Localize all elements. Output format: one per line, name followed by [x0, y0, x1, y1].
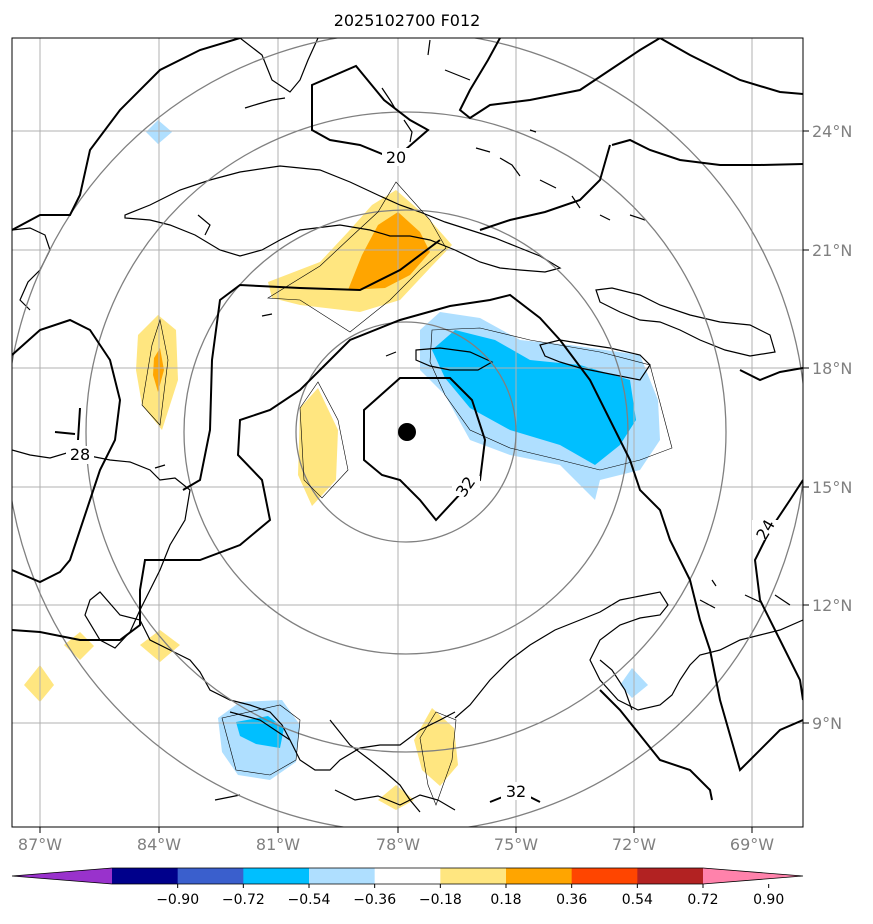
- coastline-keys: [244, 97, 286, 109]
- contour-28: [12, 318, 122, 584]
- shaded-field: [24, 120, 660, 810]
- strong-positive-anomaly-cuba: [348, 212, 430, 290]
- thin-contour-hispaniola: [429, 327, 673, 471]
- coastline-south-america: [454, 591, 803, 719]
- contour-24: [599, 367, 803, 801]
- positive-anomaly-spot-3: [24, 665, 54, 702]
- contour-label-32-south: 32: [506, 782, 526, 801]
- storm-center-marker: [398, 423, 416, 441]
- contour-20: [12, 38, 661, 231]
- thin-contours: [141, 181, 673, 806]
- colorbar-segment: [177, 868, 244, 884]
- contour-label-28: 28: [70, 445, 90, 464]
- coastline-colombia-west: [329, 719, 421, 813]
- lat-tick-label: 15°N: [812, 478, 852, 497]
- contour-28-inner: [54, 239, 441, 491]
- coastline-florida: [239, 38, 319, 93]
- lon-tick-label: 87°W: [18, 835, 62, 854]
- contour-label-bg: [752, 520, 780, 540]
- lat-tick-label: 18°N: [812, 359, 852, 378]
- colorbar: −0.90 −0.72 −0.54 −0.36 −0.18 0.18 0.36 0.54 0.7…: [11, 867, 804, 908]
- coastline-lake-maracaibo: [599, 659, 633, 711]
- colorbar-segment: [374, 868, 441, 884]
- colorbar-tick-label: 0.54: [622, 892, 653, 908]
- range-ring-3: [85, 111, 727, 753]
- coastline-islands-south: [699, 579, 791, 609]
- lon-tick-label: 75°W: [494, 835, 538, 854]
- map-frame: [11, 37, 804, 828]
- colorbar-segment: [571, 868, 638, 884]
- colorbar-segment: [440, 868, 507, 884]
- lat-tick-label: 21°N: [812, 241, 852, 260]
- latitude-axis: 24°N 21°N 18°N 15°N 12°N 9°N: [803, 122, 852, 733]
- colorbar-tick-label: 0.72: [687, 892, 718, 908]
- colorbar-outline: [11, 867, 804, 885]
- colorbar-tick-label: 0.90: [753, 892, 784, 908]
- lon-tick-label: 69°W: [730, 835, 774, 854]
- strong-negative-anomaly-hispaniola: [432, 330, 636, 465]
- colorbar-segment: [112, 868, 179, 884]
- lon-tick-label: 72°W: [612, 835, 656, 854]
- colorbar-segment: [637, 868, 704, 884]
- thick-contours: [12, 38, 803, 803]
- longitude-axis: 87°W 84°W 81°W 78°W 75°W 72°W 69°W: [18, 827, 774, 854]
- colorbar-segment: [506, 868, 573, 884]
- lon-tick-label: 81°W: [256, 835, 300, 854]
- colorbar-tick-label: 0.36: [556, 892, 587, 908]
- colorbar-tick-label: −0.72: [222, 892, 265, 908]
- positive-anomaly-central: [298, 388, 338, 506]
- contour-20-east: [611, 38, 803, 166]
- lon-tick-label: 78°W: [376, 835, 420, 854]
- thin-contour-spot: [419, 711, 457, 806]
- coastline-hispaniola: [539, 287, 776, 381]
- coastline-jamaica: [385, 347, 494, 371]
- positive-anomaly-spot-5: [378, 785, 414, 810]
- lat-tick-label: 24°N: [812, 122, 852, 141]
- colorbar-tick-label: 0.18: [490, 892, 521, 908]
- thin-contour-central: [299, 381, 349, 499]
- map-panel: 20 28 32 24 32: [11, 37, 804, 828]
- contour-label-bg: [382, 148, 410, 166]
- thin-contour-panama: [221, 704, 301, 776]
- thin-contour-cuba: [267, 181, 447, 333]
- colorbar-tick-label: −0.36: [353, 892, 396, 908]
- positive-anomaly-spot-1: [140, 630, 180, 662]
- range-ring-inner: [295, 321, 517, 543]
- coastlines: [12, 38, 803, 813]
- contour-label-bg: [66, 446, 94, 464]
- contour-28-south: [12, 293, 803, 772]
- strong-negative-anomaly-panama: [236, 716, 284, 748]
- colorbar-tick-label: −0.54: [288, 892, 331, 908]
- lat-tick-label: 12°N: [812, 596, 852, 615]
- colorbar-extension-high: [703, 868, 803, 884]
- contour-labels: 20 28 32 24 32: [66, 148, 780, 801]
- colorbar-segment: [243, 868, 310, 884]
- lat-tick-label: 9°N: [812, 714, 842, 733]
- range-rings: [12, 38, 803, 827]
- contour-label-bg: [452, 476, 480, 496]
- lon-tick-label: 84°W: [137, 835, 181, 854]
- contour-label-20: 20: [386, 148, 406, 167]
- thin-contour-spot-2: [141, 318, 169, 426]
- colorbar-segment: [309, 868, 376, 884]
- coastline-cuba: [124, 165, 562, 273]
- range-ring-2: [183, 209, 629, 655]
- map-title: 2025102700 F012: [334, 11, 481, 30]
- coastline-isle-of-youth: [197, 214, 273, 317]
- coastline-central-america: [12, 449, 456, 771]
- colorbar-extension-low: [12, 868, 112, 884]
- contour-label-bg: [501, 782, 531, 800]
- colorbar-tick-label: −0.18: [419, 892, 462, 908]
- colorbar-tick-label: −0.90: [156, 892, 199, 908]
